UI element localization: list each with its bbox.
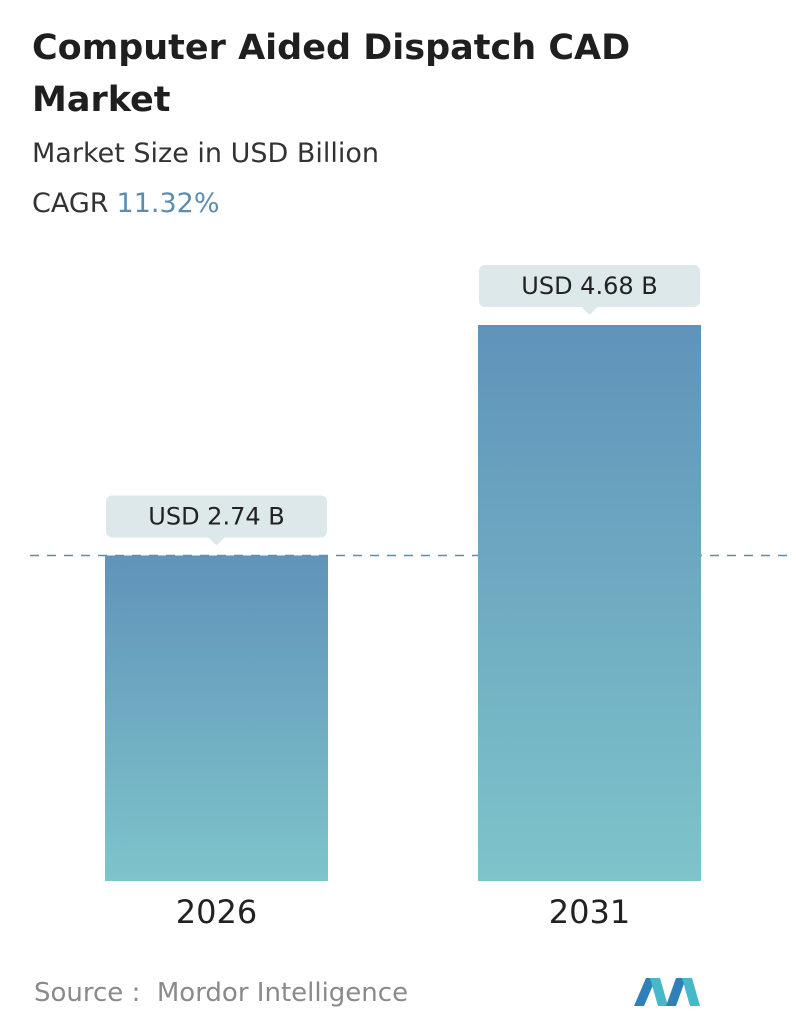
x-tick-label: 2026 bbox=[176, 893, 257, 931]
value-label-box bbox=[479, 265, 700, 307]
bar bbox=[105, 555, 328, 881]
value-label: USD 4.68 B bbox=[521, 272, 657, 300]
cagr: CAGR 11.32% bbox=[32, 188, 219, 219]
source-name: Mordor Intelligence bbox=[156, 978, 409, 1008]
chart-title: Computer Aided Dispatch CAD Market bbox=[32, 28, 631, 120]
value-label-pointer bbox=[208, 537, 225, 546]
bar bbox=[478, 325, 701, 881]
logo bbox=[634, 978, 700, 1006]
value-label-box bbox=[106, 495, 327, 538]
source-label: Source : bbox=[34, 978, 141, 1008]
cagr-label: CAGR bbox=[32, 188, 109, 219]
x-tick-label: 2031 bbox=[549, 893, 630, 931]
chart: USD 2.74 B 2026 USD 4.68 B 2031 bbox=[30, 265, 790, 931]
value-label-pointer bbox=[581, 307, 598, 315]
cagr-value: 11.32% bbox=[116, 188, 220, 219]
source: Source : Mordor Intelligence bbox=[34, 978, 408, 1008]
chart-subtitle: Market Size in USD Billion bbox=[32, 138, 380, 169]
value-label: USD 2.74 B bbox=[148, 502, 284, 530]
